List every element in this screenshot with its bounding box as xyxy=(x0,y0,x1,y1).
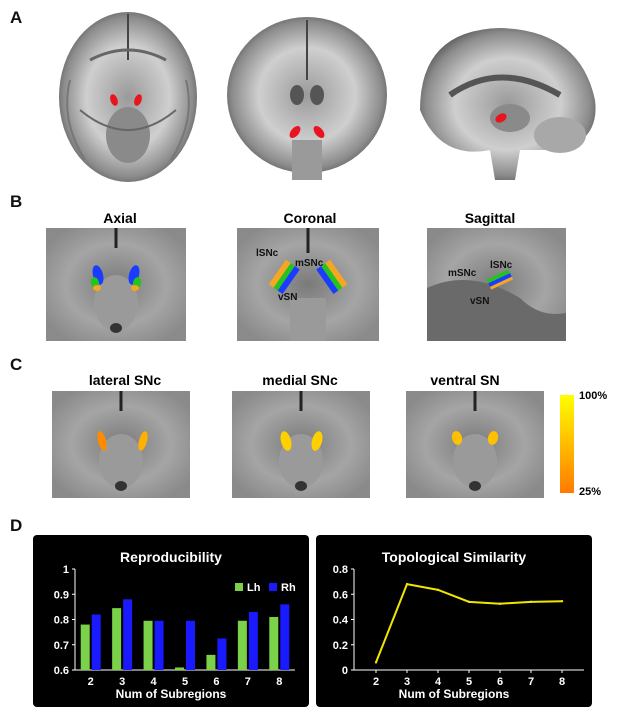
legend-label-rh: Rh xyxy=(281,582,296,594)
panel-b-zoom-views xyxy=(46,228,566,341)
bar-x-tick-label: 4 xyxy=(151,676,158,688)
panel-c-title-medial: medial SNc xyxy=(262,372,338,388)
bar-rh-3 xyxy=(123,599,133,670)
line-x-tick-label: 5 xyxy=(466,676,472,688)
topological-plot: 0 0.2 0.4 0.6 0.8 2 3 4 5 6 7 8 xyxy=(333,564,584,688)
panel-b-title-axial: Axial xyxy=(103,210,137,226)
colorbar xyxy=(560,395,574,493)
bar-x-tick-label: 7 xyxy=(245,676,251,688)
reproducibility-xlabel: Num of Subregions xyxy=(115,687,227,701)
bar-lh-7 xyxy=(237,620,247,670)
bar-y-tick-label: 0.8 xyxy=(54,615,69,627)
panel-c-probability-maps xyxy=(52,391,574,498)
topological-title: Topological Similarity xyxy=(381,549,527,565)
reproducibility-chart-box: Reproducibility 0.6 0.7 0.8 0.9 1 2 3 4 5 6 7 8 Lh Rh… xyxy=(33,535,309,707)
axial-roi-right xyxy=(134,94,142,106)
sagittal-label-lsnc: lSNc xyxy=(490,260,513,271)
line-x-tick-label: 6 xyxy=(497,676,503,688)
reproducibility-plot: 0.6 0.7 0.8 0.9 1 2 3 4 5 6 7 8 Lh Rh xyxy=(54,564,296,688)
line-point xyxy=(498,602,502,605)
bar-rh-8 xyxy=(280,604,290,670)
line-point xyxy=(374,661,378,664)
line-x-tick-label: 8 xyxy=(559,676,565,688)
line-point xyxy=(529,600,533,604)
bar-x-tick-label: 3 xyxy=(119,676,125,688)
line-point xyxy=(405,582,409,586)
sagittal-roi xyxy=(495,113,507,123)
coronal-roi-right xyxy=(313,126,325,138)
panel-letter-c: C xyxy=(10,355,23,374)
bar-lh-2 xyxy=(80,624,90,670)
line-point xyxy=(467,600,471,604)
panel-letter-a: A xyxy=(10,8,23,27)
bar-lh-3 xyxy=(112,608,122,670)
colorbar-min-label: 25% xyxy=(579,486,602,498)
coronal-roi-left xyxy=(289,126,301,138)
topological-chart-box: Topological Similarity 0 0.2 0.4 0.6 0.8 2 3 4 5… xyxy=(316,535,592,707)
sagittal-label-msnc: mSNc xyxy=(448,268,477,279)
bar-rh-2 xyxy=(91,614,101,670)
bar-lh-8 xyxy=(269,616,279,670)
panel-b-title-coronal: Coronal xyxy=(283,210,337,226)
sagittal-zoom-image xyxy=(427,228,566,341)
line-point xyxy=(560,599,564,603)
line-x-tick-label: 3 xyxy=(404,676,410,688)
bar-rh-6 xyxy=(217,638,227,670)
bar-rh-4 xyxy=(154,620,164,670)
lateral-snc-map xyxy=(52,391,190,498)
bar-x-tick-label: 5 xyxy=(182,676,188,688)
bar-y-tick-label: 1 xyxy=(63,564,69,576)
topological-xlabel: Num of Subregions xyxy=(398,687,510,701)
coronal-label-msnc: mSNc xyxy=(295,258,324,269)
bar-lh-6 xyxy=(206,654,216,670)
panel-b-title-sagittal: Sagittal xyxy=(464,210,516,226)
ventral-sn-map xyxy=(406,391,544,498)
bar-lh-5 xyxy=(175,667,184,670)
bar-x-tick-label: 6 xyxy=(213,676,219,688)
line-x-tick-label: 2 xyxy=(373,676,379,688)
bar-lh-4 xyxy=(143,620,153,670)
bar-y-tick-label: 0.9 xyxy=(54,589,69,601)
panel-a-brain-views xyxy=(59,12,596,182)
bar-rh-5 xyxy=(186,620,195,670)
coronal-label-vsn: vSN xyxy=(278,292,298,303)
axial-roi-left xyxy=(110,94,118,106)
line-point xyxy=(436,588,440,592)
bar-y-tick-label: 0.6 xyxy=(54,665,69,677)
legend-label-lh: Lh xyxy=(247,582,261,594)
panel-c-title-lateral: lateral SNc xyxy=(88,372,162,388)
line-y-tick-label: 0.2 xyxy=(333,640,348,652)
line-x-tick-label: 4 xyxy=(435,676,442,688)
line-y-tick-label: 0 xyxy=(342,665,348,677)
coronal-brain-image xyxy=(227,17,387,180)
line-y-tick-label: 0.8 xyxy=(333,564,348,576)
axial-brain-image xyxy=(59,12,197,182)
panel-letter-d: D xyxy=(10,516,23,535)
line-y-tick-label: 0.6 xyxy=(333,589,348,601)
legend-swatch-lh xyxy=(235,583,243,591)
reproducibility-title: Reproducibility xyxy=(120,549,222,565)
panel-letter-b: B xyxy=(10,192,23,211)
bar-x-tick-label: 8 xyxy=(276,676,282,688)
coronal-label-lsnc: lSNc xyxy=(256,248,279,259)
line-y-tick-label: 0.4 xyxy=(333,615,349,627)
colorbar-max-label: 100% xyxy=(579,390,608,402)
bar-x-tick-label: 2 xyxy=(88,676,94,688)
line-x-tick-label: 7 xyxy=(528,676,534,688)
bar-y-tick-label: 0.7 xyxy=(54,640,69,652)
coronal-zoom-image xyxy=(237,228,379,341)
panel-c-title-ventral: ventral SN xyxy=(430,372,500,388)
axial-zoom-image xyxy=(46,228,186,341)
line-series-0 xyxy=(375,583,563,663)
medial-snc-map xyxy=(232,391,370,498)
legend-swatch-rh xyxy=(269,583,277,591)
sagittal-label-vsn: vSN xyxy=(470,296,490,307)
sagittal-brain-image xyxy=(420,28,596,180)
bar-rh-7 xyxy=(248,611,258,670)
